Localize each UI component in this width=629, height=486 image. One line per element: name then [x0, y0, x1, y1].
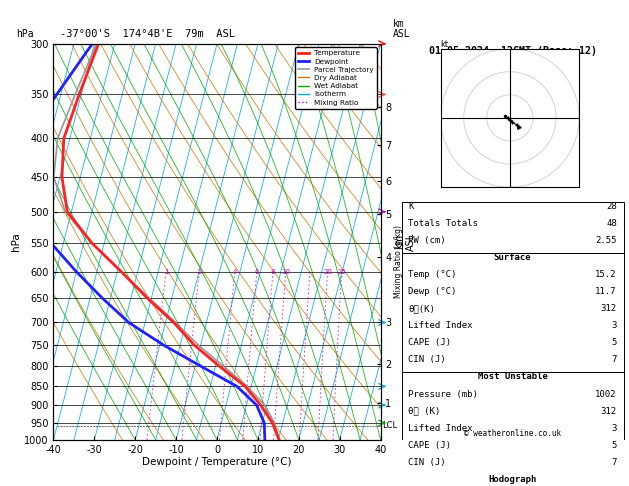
Text: Dewp (°C): Dewp (°C)	[408, 287, 457, 296]
Text: 1: 1	[164, 269, 169, 275]
Text: 28: 28	[606, 202, 617, 211]
Text: 1002: 1002	[595, 389, 617, 399]
Text: km
ASL: km ASL	[393, 19, 411, 39]
Bar	[402, 253, 623, 372]
Text: 3: 3	[611, 424, 617, 433]
Text: 10: 10	[281, 269, 291, 275]
Text: hPa: hPa	[16, 29, 33, 39]
Text: 48: 48	[606, 219, 617, 228]
Text: 6: 6	[255, 269, 259, 275]
Text: K: K	[408, 202, 414, 211]
Text: 15.2: 15.2	[595, 270, 617, 279]
Text: 312: 312	[601, 304, 617, 313]
Text: Temp (°C): Temp (°C)	[408, 270, 457, 279]
Text: 01.05.2024  12GMT (Base: 12): 01.05.2024 12GMT (Base: 12)	[428, 46, 597, 56]
Text: 5: 5	[611, 338, 617, 347]
Text: CIN (J): CIN (J)	[408, 355, 446, 364]
Text: PW (cm): PW (cm)	[408, 236, 446, 245]
Legend: Temperature, Dewpoint, Parcel Trajectory, Dry Adiabat, Wet Adiabat, Isotherm, Mi: Temperature, Dewpoint, Parcel Trajectory…	[295, 47, 377, 108]
Text: Hodograph: Hodograph	[489, 475, 537, 484]
Text: CAPE (J): CAPE (J)	[408, 338, 452, 347]
Text: 4: 4	[233, 269, 237, 275]
Text: 2.55: 2.55	[595, 236, 617, 245]
Text: kt: kt	[440, 39, 448, 49]
Text: LCL: LCL	[382, 421, 398, 430]
Text: 312: 312	[601, 407, 617, 416]
Text: 5: 5	[611, 441, 617, 450]
Text: 2: 2	[197, 269, 201, 275]
Text: 8: 8	[270, 269, 276, 275]
Text: -37°00'S  174°4B'E  79m  ASL: -37°00'S 174°4B'E 79m ASL	[60, 29, 235, 39]
Text: Lifted Index: Lifted Index	[408, 321, 473, 330]
Text: CAPE (J): CAPE (J)	[408, 441, 452, 450]
Text: Most Unstable: Most Unstable	[477, 372, 548, 382]
Text: 3: 3	[611, 321, 617, 330]
Text: θᴇ(K): θᴇ(K)	[408, 304, 435, 313]
Text: 7: 7	[611, 458, 617, 467]
Bar	[402, 202, 623, 253]
Bar	[402, 372, 623, 475]
X-axis label: Dewpoint / Temperature (°C): Dewpoint / Temperature (°C)	[142, 457, 292, 468]
Text: θᴇ (K): θᴇ (K)	[408, 407, 441, 416]
Text: 7: 7	[611, 355, 617, 364]
Y-axis label: hPa: hPa	[11, 232, 21, 251]
Text: Pressure (mb): Pressure (mb)	[408, 389, 478, 399]
Text: 25: 25	[337, 269, 346, 275]
Text: Lifted Index: Lifted Index	[408, 424, 473, 433]
Text: 20: 20	[323, 269, 332, 275]
Text: Surface: Surface	[494, 253, 532, 262]
Text: Mixing Ratio (g/kg): Mixing Ratio (g/kg)	[394, 225, 403, 298]
Text: Totals Totals: Totals Totals	[408, 219, 478, 228]
Text: CIN (J): CIN (J)	[408, 458, 446, 467]
Text: © weatheronline.co.uk: © weatheronline.co.uk	[464, 429, 561, 438]
Bar	[402, 475, 623, 486]
Text: 11.7: 11.7	[595, 287, 617, 296]
Y-axis label: km
ASL: km ASL	[394, 233, 416, 251]
